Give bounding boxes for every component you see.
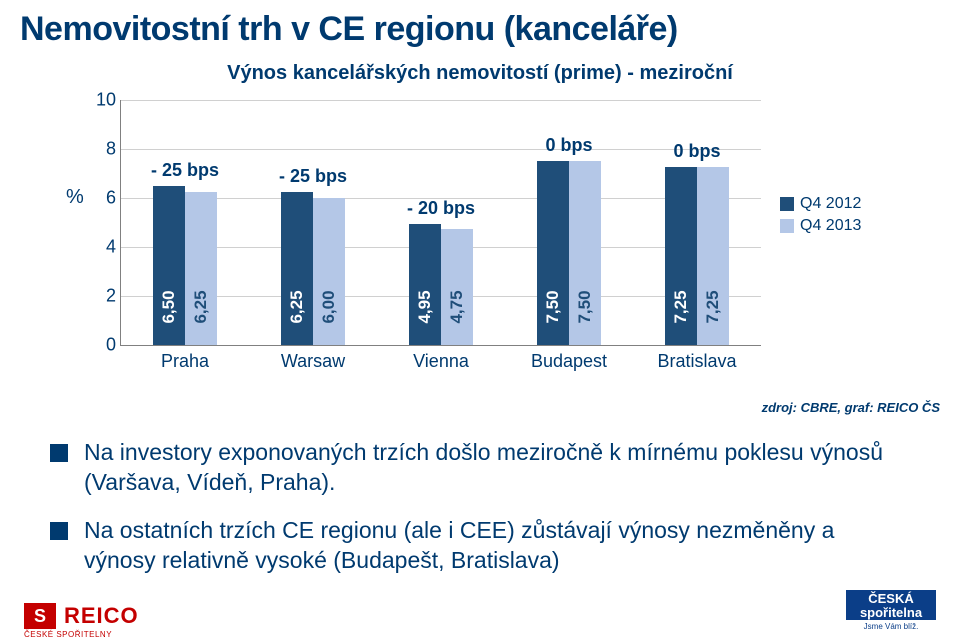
bar-group: 4,954,75Vienna- 20 bps <box>377 100 505 345</box>
reico-logo-mark: S <box>24 603 56 629</box>
bar-group: 7,257,25Bratislava0 bps <box>633 100 761 345</box>
reico-logo: S REICO <box>24 603 139 629</box>
bar: 6,50 <box>153 186 185 345</box>
bar-value-label: 7,25 <box>703 290 723 323</box>
footer: S REICO ČESKÉ SPOŘITELNY ČESKÁ spořiteln… <box>0 591 960 641</box>
x-tick-label: Budapest <box>505 345 633 372</box>
y-tick: 2 <box>92 286 116 307</box>
bar-value-label: 4,75 <box>447 290 467 323</box>
y-tick: 0 <box>92 335 116 356</box>
x-tick-label: Praha <box>121 345 249 372</box>
legend-swatch <box>780 197 794 211</box>
bps-label: - 25 bps <box>121 160 249 181</box>
bar-value-label: 6,25 <box>191 290 211 323</box>
bar: 7,25 <box>665 167 697 345</box>
bar-value-label: 7,50 <box>543 290 563 323</box>
bar-value-label: 6,25 <box>287 290 307 323</box>
ceska-logo-text: ČESKÁ spořitelna <box>846 590 936 620</box>
x-tick-label: Bratislava <box>633 345 761 372</box>
ceska-logo-sub: Jsme Vám blíž. <box>846 622 936 631</box>
bar: 7,25 <box>697 167 729 345</box>
slide: Nemovitostní trh v CE regionu (kanceláře… <box>0 0 960 641</box>
y-axis-label: % <box>66 186 84 209</box>
bullet-item: Na investory exponovaných trzích došlo m… <box>50 438 910 498</box>
legend-swatch <box>780 219 794 233</box>
bps-label: 0 bps <box>633 141 761 162</box>
legend-item: Q4 2013 <box>780 217 861 235</box>
y-tick: 8 <box>92 139 116 160</box>
bar-group: 7,507,50Budapest0 bps <box>505 100 633 345</box>
y-tick: 4 <box>92 237 116 258</box>
chart-plot: 6,506,25Praha- 25 bps6,256,00Warsaw- 25 … <box>120 100 761 346</box>
page-title: Nemovitostní trh v CE regionu (kanceláře… <box>20 10 678 49</box>
bar-group: 6,256,00Warsaw- 25 bps <box>249 100 377 345</box>
bullet-item: Na ostatních trzích CE regionu (ale i CE… <box>50 516 910 576</box>
legend-label: Q4 2013 <box>800 217 861 235</box>
chart-title: Výnos kancelářských nemovitostí (prime) … <box>0 62 960 85</box>
bar-value-label: 4,95 <box>415 290 435 323</box>
reico-logo-text: REICO <box>64 603 139 629</box>
bullet-list: Na investory exponovaných trzích došlo m… <box>50 438 910 594</box>
bar: 6,25 <box>185 192 217 345</box>
chart-source: zdroj: CBRE, graf: REICO ČS <box>0 400 940 415</box>
bar: 6,00 <box>313 198 345 345</box>
bar: 4,75 <box>441 229 473 345</box>
x-tick-label: Warsaw <box>249 345 377 372</box>
bar-value-label: 6,00 <box>319 290 339 323</box>
y-tick: 6 <box>92 188 116 209</box>
legend-label: Q4 2012 <box>800 195 861 213</box>
chart-legend: Q4 2012 Q4 2013 <box>780 195 861 239</box>
bar-value-label: 7,25 <box>671 290 691 323</box>
bar-group: 6,506,25Praha- 25 bps <box>121 100 249 345</box>
x-tick-label: Vienna <box>377 345 505 372</box>
reico-logo-sub: ČESKÉ SPOŘITELNY <box>24 630 112 639</box>
bps-label: - 25 bps <box>249 166 377 187</box>
bps-label: 0 bps <box>505 135 633 156</box>
bps-label: - 20 bps <box>377 198 505 219</box>
bar: 6,25 <box>281 192 313 345</box>
ceska-logo: ČESKÁ spořitelna Jsme Vám blíž. <box>846 590 936 631</box>
y-tick: 10 <box>92 90 116 111</box>
bar: 7,50 <box>569 161 601 345</box>
bar: 7,50 <box>537 161 569 345</box>
bar-value-label: 6,50 <box>159 290 179 323</box>
legend-item: Q4 2012 <box>780 195 861 213</box>
bar-value-label: 7,50 <box>575 290 595 323</box>
bar: 4,95 <box>409 224 441 345</box>
